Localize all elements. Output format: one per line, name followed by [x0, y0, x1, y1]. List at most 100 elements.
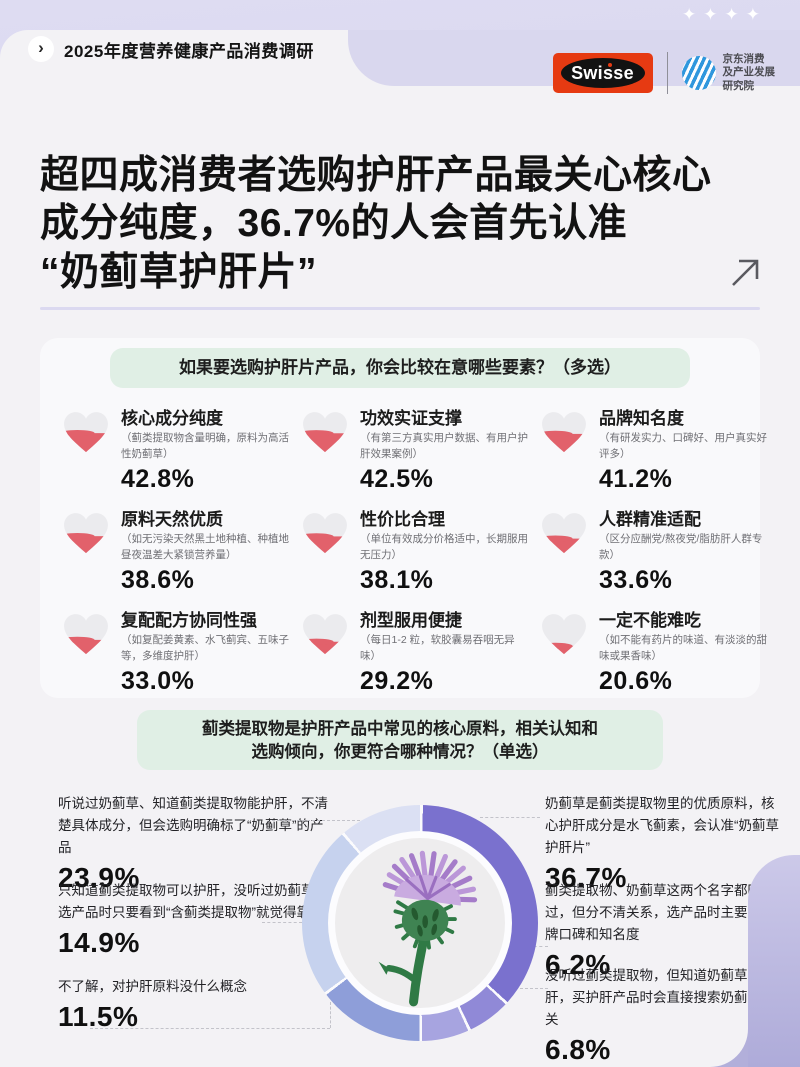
factor-title: 原料天然优质 — [121, 510, 223, 529]
right-strip-decoration — [748, 855, 800, 1067]
survey-option: 只知道蓟类提取物可以护肝，没听过奶蓟草，选产品时只要看到“含蓟类提取物”就觉得靠… — [58, 880, 333, 959]
thistle-bud — [393, 899, 457, 950]
factor-desc: （有研发实力、口碑好、用户真实好评多） — [599, 432, 767, 460]
factor-value: 38.1% — [360, 565, 434, 594]
factor-item: 功效实证支撑 （有第三方真实用户数据、有用户护肝效果案例） 42.5% — [299, 404, 530, 505]
factor-title: 复配配方协同性强 — [121, 611, 257, 630]
survey-option-text: 蓟类提取物、奶蓟草这两个名字都听过，但分不清关系，选产品时主要看品牌口碑和知名度 — [545, 883, 775, 942]
thistle-flower — [382, 850, 478, 906]
survey-option-value: 36.7% — [545, 861, 627, 893]
factor-desc: （如不能有药片的味道、有淡淡的甜味或果香味） — [599, 634, 767, 662]
survey-option-text: 听说过奶蓟草、知道蓟类提取物能护肝，不清楚具体成分，但会选购明确标了“奶蓟草”的… — [58, 796, 328, 855]
factor-value: 38.6% — [121, 565, 195, 594]
factor-item: 人群精准适配 （区分应酬党/熬夜党/脂肪肝人群专款） 33.6% — [538, 505, 769, 606]
heart-gauge-icon — [542, 614, 586, 655]
factor-desc: （单位有效成分价格适中，长期服用无压力） — [360, 533, 528, 561]
swisse-logo-text: Swisse — [571, 62, 634, 83]
heart-gauge-icon — [303, 614, 347, 655]
heart-gauge-icon — [64, 513, 108, 554]
jd-research-logo: 京东消费 及产业发展 研究院 — [681, 52, 776, 94]
connector-line — [528, 946, 548, 947]
heart-gauge-icon — [64, 614, 108, 655]
factor-value: 41.2% — [599, 464, 673, 493]
logo-divider — [666, 52, 668, 94]
survey-option: 听说过奶蓟草、知道蓟类提取物能护肝，不清楚具体成分，但会选购明确标了“奶蓟草”的… — [58, 793, 333, 894]
factor-desc: （每日1-2 粒，软胶囊易吞咽无异味） — [360, 634, 515, 662]
jd-globe-icon — [681, 55, 716, 90]
factor-value: 42.8% — [121, 464, 195, 493]
survey-option: 没听过蓟类提取物，但知道奶蓟草能护肝，买护肝产品时会直接搜索奶蓟草相关 6.8% — [545, 965, 787, 1066]
survey-option-text: 没听过蓟类提取物，但知道奶蓟草能护肝，买护肝产品时会直接搜索奶蓟草相关 — [545, 968, 775, 1027]
swisse-logo-dot — [607, 63, 612, 67]
factor-value: 42.5% — [360, 464, 434, 493]
factor-desc: （如复配姜黄素、水飞蓟宾、五味子等，多维度护肝） — [121, 634, 289, 662]
factor-title: 品牌知名度 — [599, 409, 684, 428]
factor-text: 性价比合理 （单位有效成分价格适中，长期服用无压力） 38.1% — [360, 505, 530, 606]
sparkle-icon: ✦ — [745, 5, 760, 24]
heart-gauge-icon — [64, 412, 108, 453]
swisse-logo-oval: Swisse — [560, 58, 645, 88]
heart-gauge-icon — [542, 513, 586, 554]
factor-desc: （区分应酬党/熬夜党/脂肪肝人群专款） — [599, 533, 763, 561]
section2-question-line2: 选购倾向，你更符合哪种情况？（单选） — [251, 743, 549, 761]
sparkle-icon: ✦ — [724, 5, 739, 24]
section1-question: 如果要选购护肝片产品，你会比较在意哪些要素？（多选） — [110, 348, 690, 388]
factor-title: 一定不能难吃 — [599, 611, 701, 630]
survey-option: 奶蓟草是蓟类提取物里的优质原料，核心护肝成分是水飞蓟素，会认准“奶蓟草护肝片” … — [545, 793, 787, 894]
connector-line — [272, 820, 360, 821]
content-card: › 2025年度营养健康产品消费调研 Swisse 京东消费 及产业发展 研究院 超… — [0, 30, 800, 1067]
factor-grid: 核心成分纯度 （蓟类提取物含量明确，原料为高活性奶蓟草） 42.8% 功效实证支… — [40, 388, 767, 707]
jd-logo-line: 京东消费 — [722, 52, 765, 65]
factor-item: 性价比合理 （单位有效成分价格适中，长期服用无压力） 38.1% — [299, 505, 530, 606]
factor-desc: （如无污染天然黑土地种植、种植地昼夜温差大紧锁营养量） — [121, 533, 289, 561]
section2-question-line1: 蓟类提取物是护肝产品中常见的核心原料，相关认知和 — [202, 720, 598, 738]
breadcrumb-label: 2025年度营养健康产品消费调研 — [64, 41, 314, 61]
title-line: “奶蓟草护肝片” — [40, 250, 318, 294]
factor-value: 20.6% — [599, 666, 673, 695]
factor-item: 复配配方协同性强 （如复配姜黄素、水飞蓟宾、五味子等，多维度护肝） 33.0% — [60, 606, 291, 707]
factor-text: 剂型服用便捷 （每日1-2 粒，软胶囊易吞咽无异味） 29.2% — [360, 606, 530, 707]
factor-item: 剂型服用便捷 （每日1-2 粒，软胶囊易吞咽无异味） 29.2% — [299, 606, 530, 707]
connector-line — [520, 988, 548, 989]
survey-option-value: 14.9% — [58, 926, 140, 958]
factor-text: 功效实证支撑 （有第三方真实用户数据、有用户护肝效果案例） 42.5% — [360, 404, 530, 505]
page-title: 超四成消费者选购护肝产品最关心核心 成分纯度，36.7%的人会首先认准 “奶蓟草护肝… — [40, 152, 740, 297]
survey-option-value: 6.2% — [545, 948, 611, 980]
factor-value: 33.6% — [599, 565, 673, 594]
survey-option: 蓟类提取物、奶蓟草这两个名字都听过，但分不清关系，选产品时主要看品牌口碑和知名度… — [545, 880, 787, 981]
jd-logo-line: 研究院 — [722, 79, 755, 92]
donut-hole — [328, 831, 512, 1015]
title-divider — [40, 307, 760, 310]
connector-line — [262, 922, 302, 923]
factor-text: 人群精准适配 （区分应酬党/熬夜党/脂肪肝人群专款） 33.6% — [599, 505, 769, 606]
factor-text: 一定不能难吃 （如不能有药片的味道、有淡淡的甜味或果香味） 20.6% — [599, 606, 769, 707]
survey-option-value: 11.5% — [58, 1000, 139, 1032]
heart-gauge-icon — [303, 513, 347, 554]
factor-text: 品牌知名度 （有研发实力、口碑好、用户真实好评多） 41.2% — [599, 404, 769, 505]
survey-option-value: 6.8% — [545, 1033, 611, 1065]
connector-line — [330, 1002, 331, 1028]
factor-title: 核心成分纯度 — [121, 409, 223, 428]
section2-question: 蓟类提取物是护肝产品中常见的核心原料，相关认知和 选购倾向，你更符合哪种情况？（… — [137, 710, 663, 770]
factor-text: 核心成分纯度 （蓟类提取物含量明确，原料为高活性奶蓟草） 42.8% — [121, 404, 291, 505]
breadcrumb[interactable]: › 2025年度营养健康产品消费调研 — [28, 36, 314, 62]
heart-gauge-icon — [303, 412, 347, 453]
survey-option-text: 不了解，对护肝原料没什么概念 — [58, 979, 247, 994]
section-factors: 如果要选购护肝片产品，你会比较在意哪些要素？（多选） 核心成分纯度 （蓟类提取物… — [40, 338, 767, 698]
factor-desc: （有第三方真实用户数据、有用户护肝效果案例） — [360, 432, 528, 460]
swisse-logo: Swisse — [552, 53, 653, 93]
survey-option-value: 23.9% — [58, 861, 140, 893]
factor-item: 一定不能难吃 （如不能有药片的味道、有淡淡的甜味或果香味） 20.6% — [538, 606, 769, 707]
jd-logo-line: 及产业发展 — [722, 66, 776, 79]
factor-value: 29.2% — [360, 666, 434, 695]
diagonal-arrow-icon[interactable] — [726, 254, 764, 292]
connector-line — [90, 1028, 330, 1029]
donut-chart — [302, 805, 538, 1041]
chevron-right-icon: › — [28, 36, 54, 62]
heart-gauge-icon — [542, 412, 586, 453]
factor-title: 性价比合理 — [360, 510, 445, 529]
connector-line — [480, 817, 540, 818]
factor-desc: （蓟类提取物含量明确，原料为高活性奶蓟草） — [121, 432, 289, 460]
factor-title: 剂型服用便捷 — [360, 611, 462, 630]
